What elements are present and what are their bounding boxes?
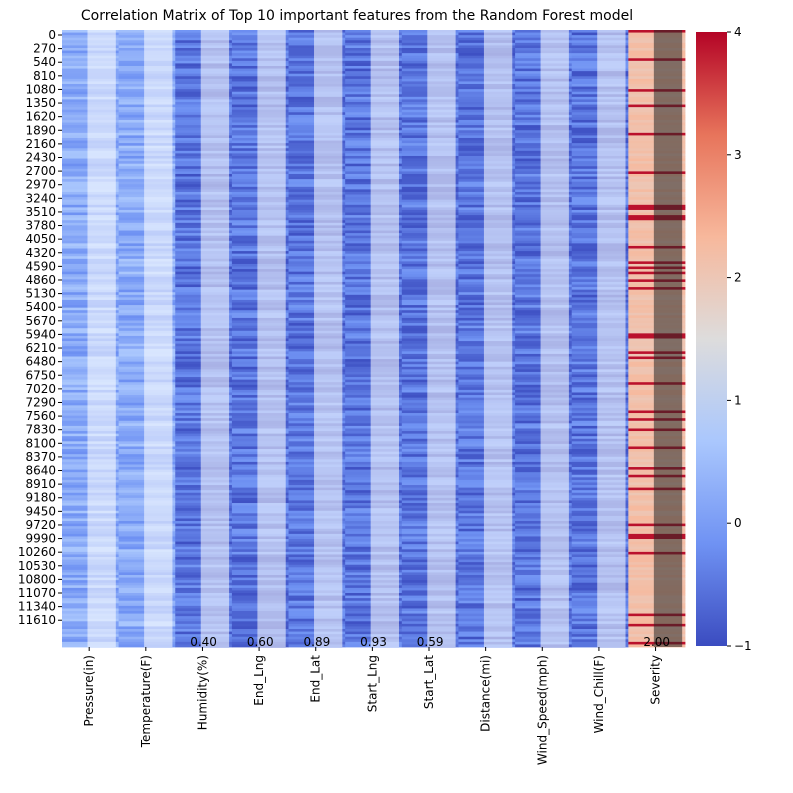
x-tick-label: Distance(mi): [479, 655, 493, 732]
y-tick-label: 5940: [25, 327, 56, 341]
colorbar-tick-label: 4: [734, 25, 742, 39]
y-tick-label: 4860: [25, 273, 56, 287]
cell-annotation-label: 0.60: [247, 635, 274, 649]
annotation-stripe: [540, 30, 569, 647]
cell-annotation-label: 0.93: [360, 635, 387, 649]
y-tick-label: 9450: [25, 504, 56, 518]
y-tick-label: 1350: [25, 96, 56, 110]
colorbar-tick-label: −1: [734, 639, 752, 653]
x-tick-label: Severity: [649, 655, 663, 705]
colorbar-tick-label: 3: [734, 148, 742, 162]
y-tick-label: 5670: [25, 314, 56, 328]
annotation-stripe: [87, 30, 116, 647]
cell-annotation-label: 0.40: [190, 635, 217, 649]
y-tick-label: 7290: [25, 395, 56, 409]
x-tick-label: Humidity(%): [195, 655, 209, 730]
y-tick-label: 4050: [25, 232, 56, 246]
y-tick-label: 10260: [18, 545, 56, 559]
cell-annotation-label: 0.89: [304, 635, 331, 649]
y-tick-label: 6480: [25, 355, 56, 369]
x-tick-label: Start_Lng: [365, 655, 379, 712]
annotation-stripe: [257, 30, 286, 647]
y-tick-label: 11610: [18, 613, 56, 627]
y-tick-label: 1890: [25, 123, 56, 137]
y-tick-label: 8370: [25, 450, 56, 464]
y-tick-label: 6210: [25, 341, 56, 355]
y-tick-label: 2970: [25, 178, 56, 192]
y-tick-label: 1620: [25, 110, 56, 124]
y-tick-label: 8640: [25, 464, 56, 478]
y-tick-label: 10800: [18, 572, 56, 586]
y-tick-label: 9720: [25, 518, 56, 532]
y-tick-label: 3510: [25, 205, 56, 219]
colorbar-tick-label: 2: [734, 271, 742, 285]
y-tick-label: 10530: [18, 559, 56, 573]
x-tick-label: Start_Lat: [422, 655, 436, 709]
x-tick-label: Wind_Chill(F): [592, 655, 606, 733]
y-tick-label: 2700: [25, 164, 56, 178]
heatmap-annotations: 0.40 0.60 0.89 0.93 0.59 2.00: [87, 30, 683, 649]
colorbar-tick-label: 1: [734, 393, 742, 407]
y-tick-label: 3780: [25, 219, 56, 233]
y-tick-label: 9990: [25, 532, 56, 546]
y-tick-label: 5400: [25, 300, 56, 314]
y-tick-label: 11070: [18, 586, 56, 600]
y-tick-label: 7020: [25, 382, 56, 396]
y-tick-label: 4320: [25, 246, 56, 260]
y-tick-label: 3240: [25, 191, 56, 205]
y-tick-label: 7560: [25, 409, 56, 423]
y-tick-label: 810: [33, 69, 56, 83]
x-tick-label: Temperature(F): [139, 655, 153, 748]
y-axis-ticks: 0270540810108013501620189021602430270029…: [18, 28, 62, 627]
y-tick-label: 11340: [18, 600, 56, 614]
x-tick-label: End_Lat: [309, 655, 323, 703]
colorbar-ticks: 4 3 2 1 0 −1: [727, 25, 752, 653]
annotation-stripe: [144, 30, 173, 647]
x-tick-label: Pressure(in): [82, 655, 96, 727]
cell-annotation-label: 0.59: [417, 635, 444, 649]
chart-title: Correlation Matrix of Top 10 important f…: [81, 8, 633, 24]
y-tick-label: 6750: [25, 368, 56, 382]
annotation-stripe: [370, 30, 399, 647]
y-tick-label: 5130: [25, 287, 56, 301]
x-tick-label: Wind_Speed(mph): [535, 655, 549, 765]
y-tick-label: 0: [48, 28, 56, 42]
y-tick-label: 4590: [25, 259, 56, 273]
annotation-stripe: [483, 30, 513, 647]
annotation-stripe: [597, 30, 626, 647]
annotation-stripe: [427, 30, 456, 647]
colorbar-tick-label: 0: [734, 516, 742, 530]
annotation-stripe: [200, 30, 230, 647]
y-tick-label: 9180: [25, 491, 56, 505]
y-tick-label: 7830: [25, 423, 56, 437]
y-tick-label: 2430: [25, 150, 56, 164]
x-tick-label: End_Lng: [252, 655, 266, 706]
y-tick-label: 540: [33, 55, 56, 69]
y-tick-label: 8910: [25, 477, 56, 491]
cell-annotation-label: 2.00: [643, 635, 670, 649]
colorbar: [696, 32, 727, 646]
annotation-stripe: [653, 30, 683, 647]
y-tick-label: 8100: [25, 436, 56, 450]
y-tick-label: 1080: [25, 82, 56, 96]
y-tick-label: 270: [33, 42, 56, 56]
x-axis-ticks: Pressure(in) Temperature(F) Humidity(%) End…: [82, 647, 663, 765]
y-tick-label: 2160: [25, 137, 56, 151]
annotation-stripe: [314, 30, 343, 647]
